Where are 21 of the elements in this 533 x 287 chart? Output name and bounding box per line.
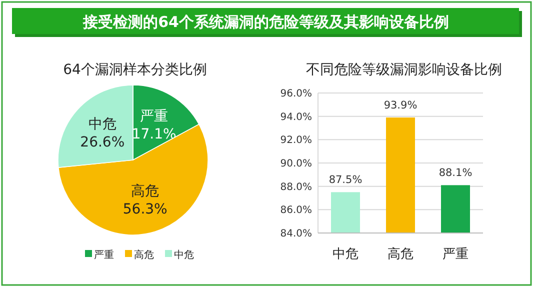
text: 接受检测的64个系统漏洞的危险等级及其影响设备比例 [82,13,449,31]
y-tick-label: 96.0% [280,88,312,100]
y-tick-label: 90.0% [280,158,312,170]
slice-label: 中危 [88,116,116,132]
data-label: 56.3% [122,201,168,218]
y-tick-label: 86.0% [280,205,312,216]
x-tick-label: 严重 [442,247,468,262]
chart-subtitle: 64个漏洞样本分类比例 [63,62,207,78]
data-label: 93.9% [384,100,418,112]
x-tick-label: 中危 [332,247,358,262]
y-tick-label: 92.0% [280,135,312,146]
y-tick-label: 88.0% [280,182,312,193]
y-tick-label: 94.0% [280,112,312,123]
x-tick-label: 高危 [388,246,414,262]
y-tick-label: 84.0% [280,228,312,240]
chart-title: 不同危险等级漏洞影响设备比例 [306,62,502,78]
slice-label: 高危 [131,183,160,200]
data-label: 87.5% [328,174,362,186]
data-label: 88.1% [438,167,472,180]
slice-label: 严重 [140,108,168,125]
data-label: 26.6% [80,134,125,150]
